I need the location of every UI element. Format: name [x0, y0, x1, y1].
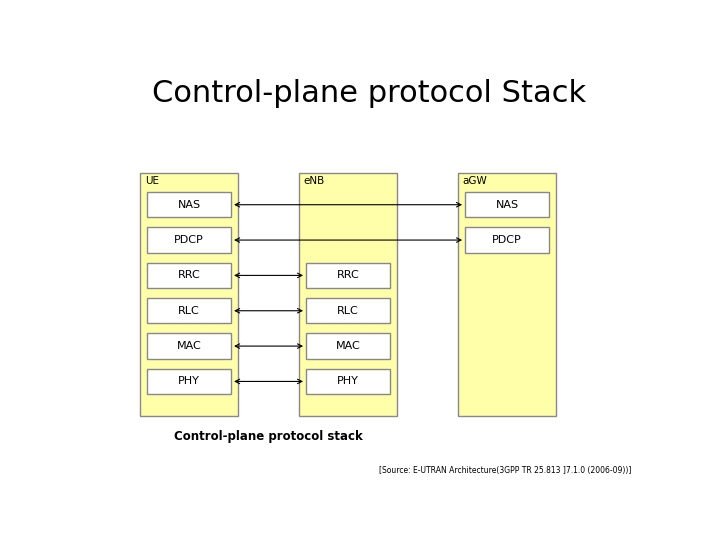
Text: aGW: aGW [463, 176, 487, 186]
Text: Control-plane protocol Stack: Control-plane protocol Stack [152, 79, 586, 109]
Bar [147, 227, 231, 253]
Bar [459, 173, 556, 416]
Text: RRC: RRC [178, 271, 200, 280]
Bar [147, 192, 231, 218]
Text: Control-plane protocol stack: Control-plane protocol stack [174, 430, 363, 443]
Text: PHY: PHY [178, 376, 200, 387]
Bar [306, 369, 390, 394]
Text: [Source: E-UTRAN Architecture(3GPP TR 25.813 ]7.1.0 (2006-09))]: [Source: E-UTRAN Architecture(3GPP TR 25… [379, 465, 631, 475]
Bar [465, 192, 549, 218]
Text: NAS: NAS [178, 200, 201, 210]
Text: RLC: RLC [178, 306, 200, 316]
Bar [147, 298, 231, 323]
Text: NAS: NAS [495, 200, 518, 210]
Bar [306, 333, 390, 359]
Bar [147, 263, 231, 288]
Text: PDCP: PDCP [492, 235, 522, 245]
Bar [147, 333, 231, 359]
Text: MAC: MAC [336, 341, 361, 351]
Text: MAC: MAC [176, 341, 202, 351]
Text: UE: UE [145, 176, 158, 186]
Bar [465, 227, 549, 253]
Bar [300, 173, 397, 416]
Bar [306, 263, 390, 288]
Text: PHY: PHY [337, 376, 359, 387]
Bar [140, 173, 238, 416]
Text: RRC: RRC [337, 271, 359, 280]
Bar [147, 369, 231, 394]
Text: eNB: eNB [304, 176, 325, 186]
Text: PDCP: PDCP [174, 235, 204, 245]
Text: RLC: RLC [337, 306, 359, 316]
Bar [306, 298, 390, 323]
